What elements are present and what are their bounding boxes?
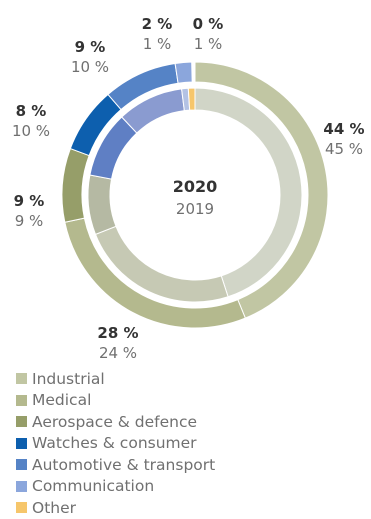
center-label-2019: 2019 (176, 200, 214, 218)
legend-swatch (16, 394, 27, 406)
label-2019-other: 1 % (194, 35, 223, 53)
label-2019-watches-consumer: 10 % (12, 122, 50, 140)
legend-label: Communication (32, 477, 155, 496)
label-2020-other: 0 % (193, 15, 224, 33)
legend-item-aerospace-defence: Aerospace & defence (16, 411, 316, 433)
label-2020-automotive-transport: 9 % (75, 38, 106, 56)
legend-swatch (16, 502, 27, 514)
outer-slice-communication (174, 61, 193, 84)
legend-swatch (16, 459, 27, 471)
label-2020-industrial: 44 % (323, 120, 364, 138)
outer-slice-aerospace-defence (61, 147, 90, 223)
legend-swatch (16, 437, 27, 449)
label-2020-watches-consumer: 8 % (16, 102, 47, 120)
legend-swatch (16, 480, 27, 492)
legend-label: Industrial (32, 369, 105, 388)
label-2020-aerospace-defence: 9 % (14, 192, 45, 210)
label-2019-automotive-transport: 10 % (71, 58, 109, 76)
inner-ring-2019 (87, 87, 303, 303)
legend-label: Automotive & transport (32, 455, 216, 474)
legend-item-other: Other (16, 497, 316, 519)
label-2019-communication: 1 % (143, 35, 172, 53)
inner-slice-aerospace-defence (87, 174, 117, 236)
legend-label: Watches & consumer (32, 434, 197, 453)
legend-swatch (16, 416, 27, 428)
legend-item-industrial: Industrial (16, 368, 316, 390)
legend: Industrial Medical Aerospace & defence Watc… (16, 368, 316, 519)
label-2019-aerospace-defence: 9 % (15, 212, 44, 230)
legend-label: Medical (32, 391, 92, 410)
legend-item-medical: Medical (16, 390, 316, 412)
legend-item-watches-consumer: Watches & consumer (16, 433, 316, 455)
legend-item-communication: Communication (16, 476, 316, 498)
legend-label: Other (32, 498, 77, 517)
label-2019-medical: 24 % (99, 344, 137, 360)
legend-label: Aerospace & defence (32, 412, 198, 431)
center-label-2020: 2020 (173, 177, 218, 196)
data-labels: 44 % 45 % 28 % 24 % 9 % 9 % 8 % 10 % 9 % 10 % 2 % 1… (12, 15, 365, 360)
legend-swatch (16, 373, 27, 385)
label-2020-medical: 28 % (97, 324, 138, 342)
label-2019-industrial: 45 % (325, 140, 363, 158)
inner-slice-other (187, 87, 196, 111)
outer-ring-2020 (61, 61, 329, 329)
legend-item-automotive-transport: Automotive & transport (16, 454, 316, 476)
label-2020-communication: 2 % (142, 15, 173, 33)
donut-chart: 44 % 45 % 28 % 24 % 9 % 9 % 8 % 10 % 9 % 10 % 2 % 1… (12, 15, 365, 360)
